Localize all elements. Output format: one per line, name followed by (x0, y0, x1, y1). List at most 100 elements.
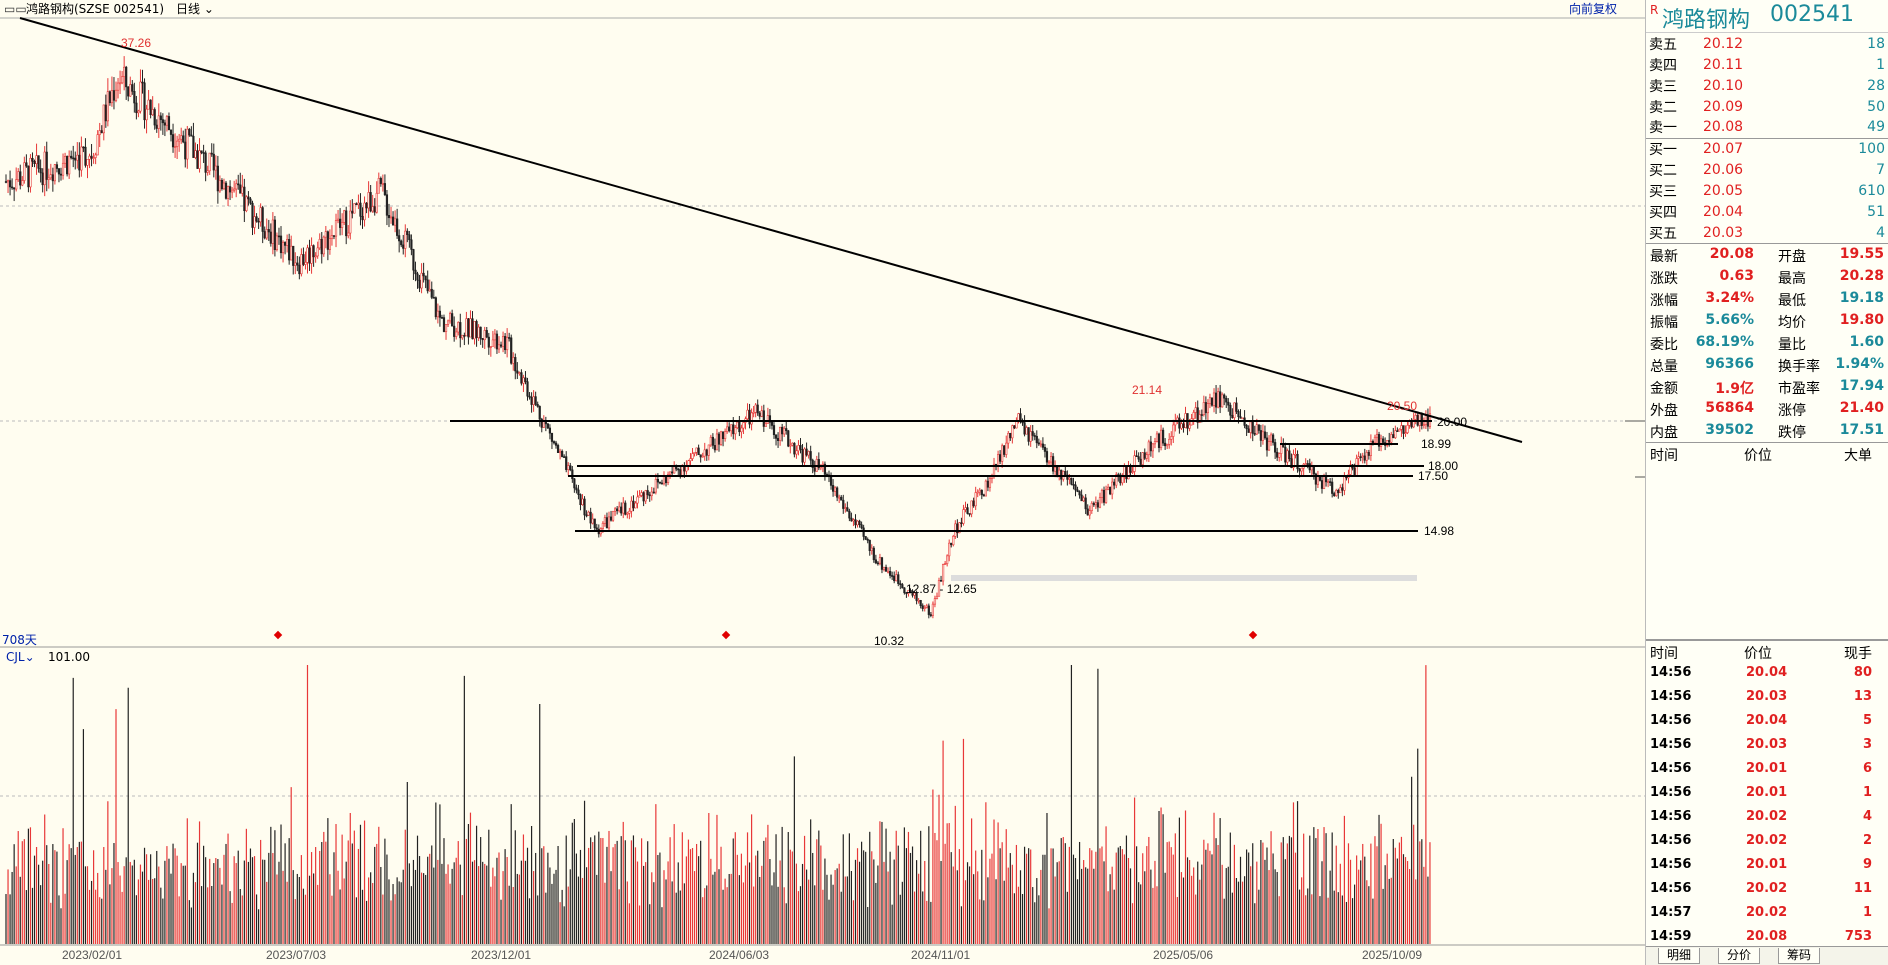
candle-body (1251, 421, 1254, 434)
stat-label: 开盘 (1778, 249, 1806, 265)
candle-body (1388, 440, 1391, 443)
candle-body (96, 134, 99, 156)
bid-label: 买四 (1649, 204, 1677, 221)
candle-body (1003, 445, 1006, 455)
tick-list[interactable]: 14:56 20.04 80 14:56 20.03 13 14:56 20.04 5 14:56… (1646, 661, 1888, 949)
period-selector[interactable]: 日线 ⌄ (176, 0, 214, 18)
candle-body (508, 337, 511, 339)
tab-price-dist[interactable]: 分价 (1718, 948, 1761, 964)
candle-body (846, 507, 849, 512)
candle-body (239, 184, 242, 194)
candle-body (1255, 424, 1258, 435)
candle-body (823, 463, 827, 475)
candle-body (275, 235, 279, 250)
candle-body (607, 516, 611, 529)
volume-indicator-label[interactable]: CJL⌄ (6, 650, 35, 664)
candle-body (375, 192, 378, 213)
candle-body (1007, 432, 1010, 444)
candle-body (624, 502, 627, 515)
candle-body (176, 140, 179, 147)
peak-mark: 20.50 (1387, 399, 1417, 413)
signal-diamond[interactable] (1248, 630, 1258, 640)
stat-row: 外盘 56864 涨停 21.40 (1646, 398, 1888, 420)
candle-body (45, 151, 48, 180)
candle-body (334, 220, 338, 237)
candle-body (281, 242, 285, 254)
candle-body (414, 269, 417, 275)
candle-body (561, 450, 564, 457)
candle-body (424, 275, 427, 281)
candle-body (721, 431, 725, 439)
candle-body (1212, 392, 1216, 406)
candle-body (774, 434, 778, 439)
restore-mode-button[interactable]: 向前复权 (1568, 2, 1617, 16)
chart-title: 鸿路钢构(SZSE 002541) (26, 2, 165, 16)
candle-body (495, 333, 499, 350)
ask-label: 卖五 (1649, 36, 1677, 53)
candle-body (202, 152, 205, 154)
candle-body (249, 198, 252, 204)
candle-body (724, 431, 727, 439)
candle-body (948, 542, 951, 557)
candle-body (257, 220, 260, 223)
candle-body (1231, 414, 1234, 419)
candle-body (1335, 490, 1338, 496)
candle-body (1247, 428, 1250, 433)
candle-body (1188, 424, 1191, 429)
candle-body (82, 146, 85, 149)
candle-body (78, 154, 81, 171)
candle-body (595, 527, 598, 530)
tick-price: 20.03 (1746, 737, 1788, 752)
candle-body (559, 450, 562, 453)
candle-body (897, 574, 900, 584)
candle-body (626, 512, 629, 515)
range-zone[interactable] (951, 575, 1417, 581)
candle-body (499, 344, 503, 347)
candle-body (373, 206, 376, 213)
candle-body (1418, 413, 1421, 426)
bid-volume: 4 (1876, 224, 1885, 241)
candle-body (1051, 456, 1055, 472)
candle-body (1078, 491, 1081, 496)
candle-body (634, 502, 637, 509)
date-tick: 2024/06/03 (709, 948, 769, 962)
candle-body (550, 432, 554, 442)
tick-row: 14:56 20.03 13 (1646, 685, 1888, 709)
candle-body (650, 491, 653, 497)
kline-chart-area[interactable]: 20.00 18.99 18.00 17.50 14.98 12.87 - 12… (0, 0, 1645, 965)
tick-volume: 753 (1844, 929, 1872, 944)
candle-body (1239, 416, 1242, 419)
candle-body (21, 180, 24, 186)
candle-body (646, 490, 649, 496)
tick-row: 14:56 20.01 6 (1646, 757, 1888, 781)
stat-value: 0.63 (1719, 268, 1754, 284)
stat-label: 外盘 (1650, 403, 1678, 419)
candle-body (870, 547, 873, 552)
candle-body (218, 179, 222, 192)
bid-label: 买二 (1649, 162, 1677, 179)
tick-row: 14:56 20.02 4 (1646, 805, 1888, 829)
signal-diamond[interactable] (273, 630, 283, 640)
tab-chips[interactable]: 筹码 (1778, 948, 1821, 964)
ask-label: 卖四 (1649, 57, 1677, 74)
candle-body (988, 477, 992, 488)
candle-body (1070, 477, 1073, 485)
tab-detail[interactable]: 明细 (1658, 948, 1701, 964)
date-tick: 2025/05/06 (1153, 948, 1213, 962)
candle-body (512, 357, 515, 364)
candle-body (51, 174, 54, 182)
kline-svg[interactable]: 20.00 18.99 18.00 17.50 14.98 12.87 - 12… (0, 0, 1645, 965)
trendline[interactable] (19, 17, 1523, 443)
signal-diamond[interactable] (721, 630, 731, 640)
candle-body (43, 151, 46, 186)
tick-time: 14:56 (1650, 665, 1692, 680)
window-icon[interactable]: ▭▭ (4, 2, 27, 16)
big-order-pane[interactable] (1646, 463, 1888, 640)
tick-time: 14:56 (1650, 761, 1692, 776)
tick-price: 20.02 (1746, 905, 1788, 920)
bid-price: 20.07 (1703, 140, 1744, 157)
candle-body (666, 473, 670, 483)
candle-body (880, 557, 884, 570)
candle-body (286, 239, 289, 246)
candle-body (736, 421, 739, 429)
